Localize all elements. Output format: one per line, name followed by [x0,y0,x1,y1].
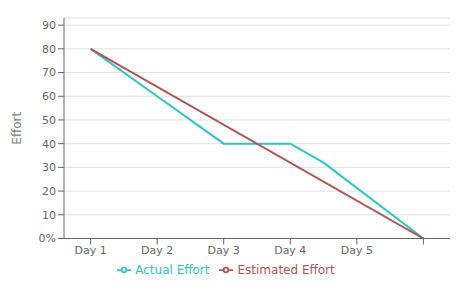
svg-text:30: 30 [42,161,56,174]
svg-text:60: 60 [42,90,56,103]
html-text:Actual Effort: Actual Effort [135,262,210,277]
svg-text:80: 80 [42,43,56,56]
svg-text:20: 20 [42,185,56,198]
svg-text:50: 50 [42,114,56,127]
svg-text:Day 3: Day 3 [208,244,240,257]
svg-text:70: 70 [42,66,56,79]
svg-text:0%: 0% [39,232,56,245]
svg-text:Day 4: Day 4 [274,244,306,257]
svg-text:Effort: Effort [10,112,24,145]
svg-text:40: 40 [42,138,56,151]
svg-text:Day 2: Day 2 [141,244,173,257]
svg-text:10: 10 [42,209,56,222]
svg-text:Day 5: Day 5 [341,244,373,257]
html-text:Estimated Effort: Estimated Effort [237,262,335,277]
svg-text:Day 1: Day 1 [75,244,107,257]
svg-text:90: 90 [42,19,56,32]
